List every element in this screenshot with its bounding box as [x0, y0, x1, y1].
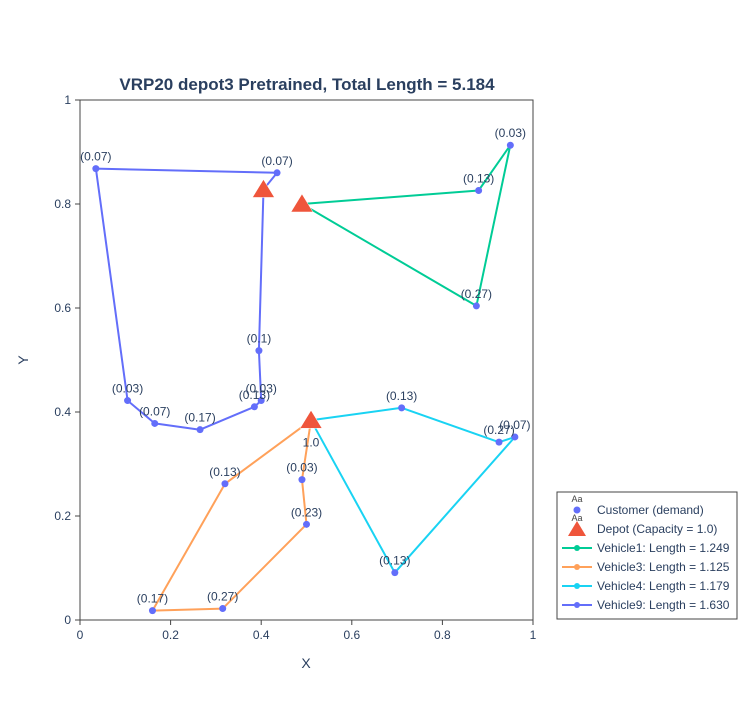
- customer-points: [92, 141, 519, 615]
- axes: 0 0.2 0.4 0.6 0.8 1 0 0.2 0.4 0.6 0.8 1: [54, 93, 536, 642]
- customer-point: [250, 403, 258, 411]
- demand-label: (0.07): [80, 150, 111, 164]
- customer-point: [221, 480, 229, 488]
- demand-label: (0.13): [239, 388, 270, 402]
- customer-point: [124, 397, 132, 405]
- legend-depot-marker: [568, 521, 586, 536]
- legend-series-label: Vehicle9: Length = 1.630: [597, 598, 730, 612]
- customer-point: [219, 605, 227, 613]
- demand-label: (0.27): [461, 287, 492, 301]
- depot-label: 1.0: [303, 435, 320, 449]
- legend-series-marker: [574, 564, 580, 570]
- demand-label: (0.13): [463, 171, 494, 185]
- x-tick-label: 1: [530, 628, 537, 642]
- legend-marker-text: Aa: [571, 494, 582, 504]
- demand-label: (0.13): [379, 554, 410, 568]
- legend: Aa Customer (demand) Aa Depot (Capacity = 1…: [556, 491, 738, 620]
- x-tick-label: 0: [77, 628, 84, 642]
- demand-label: (0.1): [247, 332, 272, 346]
- legend-customer-label: Customer (demand): [597, 503, 704, 517]
- depot-marker: [290, 193, 314, 213]
- customer-point: [273, 169, 281, 177]
- demand-label: (0.27): [483, 423, 514, 437]
- demand-label: (0.17): [184, 411, 215, 425]
- demand-label: (0.03): [286, 461, 317, 475]
- demand-label: (0.17): [137, 592, 168, 606]
- y-tick-label: 0.6: [54, 301, 71, 315]
- demand-label: (0.13): [386, 389, 417, 403]
- y-tick-label: 0.4: [54, 405, 71, 419]
- demand-label: (0.23): [291, 505, 322, 519]
- x-tick-label: 0.8: [434, 628, 451, 642]
- demand-label: (0.27): [207, 590, 238, 604]
- customer-point: [495, 438, 503, 446]
- legend-customer-marker: [573, 506, 581, 514]
- customer-point: [298, 476, 306, 484]
- demand-label: (0.03): [246, 382, 277, 396]
- customer-point: [257, 397, 265, 405]
- depot-marker: [299, 409, 323, 429]
- demand-label: (0.03): [495, 126, 526, 140]
- legend-series-marker: [574, 583, 580, 589]
- customer-point: [196, 426, 204, 434]
- demand-labels: (0.07) (0.07) (0.1) (0.03) (0.07) (0.17) (0.13…: [80, 126, 530, 605]
- customer-point: [92, 165, 100, 173]
- customer-point: [475, 186, 483, 194]
- customer-point: [255, 347, 263, 355]
- plot-area: [79, 99, 534, 621]
- y-tick-label: 0: [64, 613, 71, 627]
- customer-point: [511, 433, 519, 441]
- y-tick-label: 0.8: [54, 197, 71, 211]
- chart-title: VRP20 depot3 Pretrained, Total Length = …: [119, 75, 495, 94]
- legend-depot-label: Depot (Capacity = 1.0): [597, 522, 717, 536]
- route-line: [310, 406, 516, 574]
- legend-box: [556, 491, 738, 620]
- legend-series-label: Vehicle3: Length = 1.125: [597, 560, 730, 574]
- customer-point: [148, 607, 156, 615]
- x-tick-label: 0.2: [162, 628, 179, 642]
- demand-label: (0.13): [209, 465, 240, 479]
- customer-point: [398, 404, 406, 412]
- y-axis-label: Y: [15, 355, 31, 365]
- depot-markers: [252, 178, 323, 429]
- customer-point: [391, 569, 399, 577]
- customer-point: [472, 302, 480, 310]
- legend-series-label: Vehicle1: Length = 1.249: [597, 541, 730, 555]
- demand-label: (0.03): [112, 382, 143, 396]
- demand-label: (0.07): [499, 418, 530, 432]
- y-tick-label: 0.2: [54, 509, 71, 523]
- legend-series-marker: [574, 602, 580, 608]
- demand-label: (0.07): [261, 154, 292, 168]
- customer-point: [506, 141, 514, 149]
- depot-marker: [252, 178, 275, 198]
- legend-series-marker: [574, 545, 580, 551]
- x-tick-label: 0.6: [343, 628, 360, 642]
- legend-marker-text: Aa: [571, 513, 582, 523]
- x-axis-label: X: [301, 655, 311, 671]
- customer-point: [303, 520, 310, 528]
- y-tick-label: 1: [64, 93, 71, 107]
- legend-series-label: Vehicle4: Length = 1.179: [597, 579, 730, 593]
- demand-label: (0.07): [139, 404, 170, 418]
- route-line: [94, 167, 279, 431]
- x-tick-label: 0.4: [253, 628, 270, 642]
- customer-point: [151, 419, 159, 427]
